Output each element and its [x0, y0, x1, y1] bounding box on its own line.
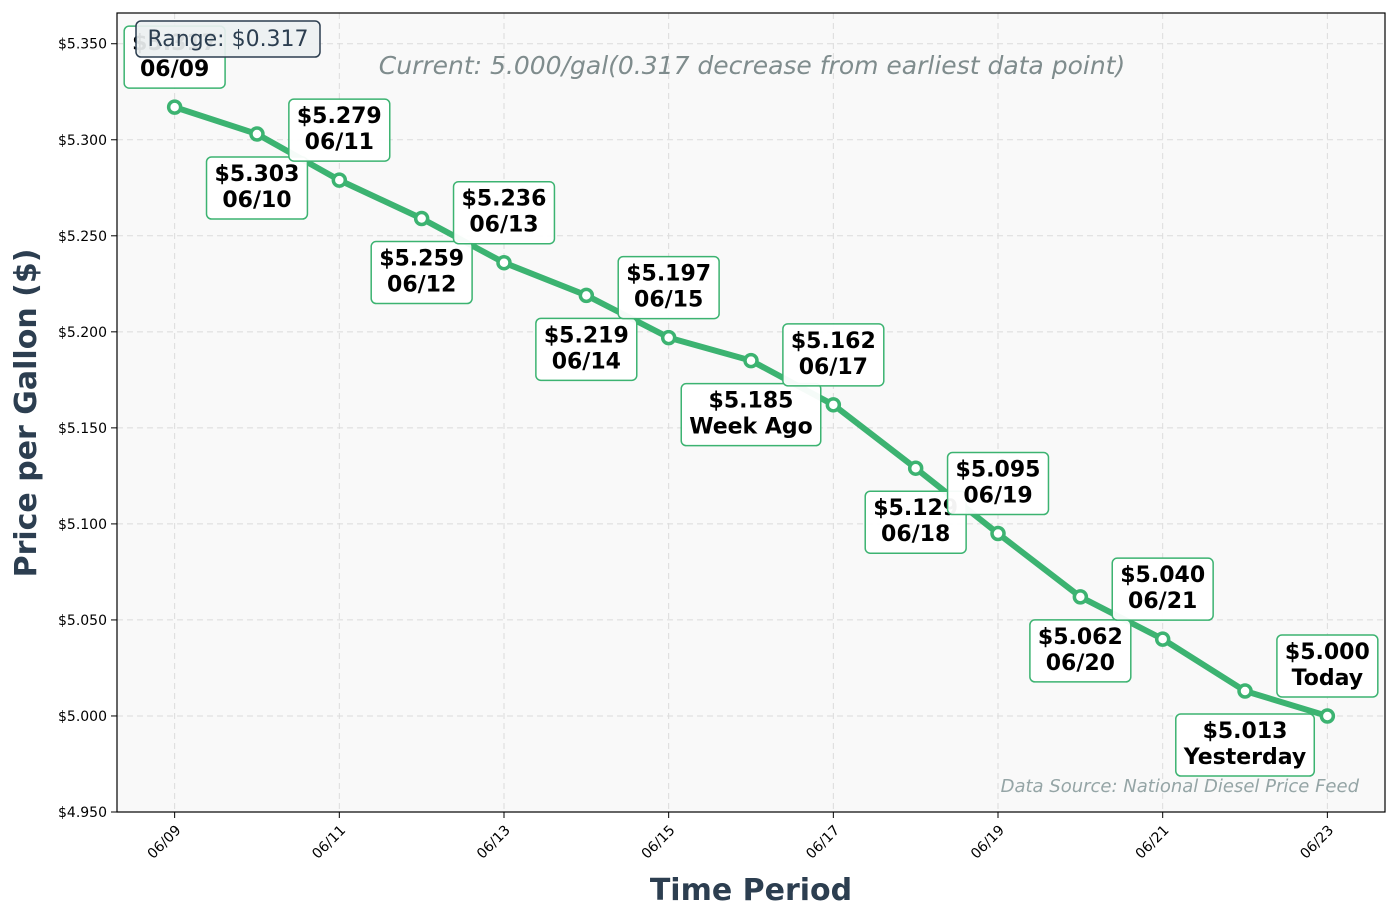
data-point [496, 254, 512, 271]
data-point [990, 525, 1006, 542]
point-label-date: Yesterday [1183, 745, 1306, 770]
point-label-date: 06/09 [140, 57, 209, 82]
data-point [413, 210, 430, 227]
point-label-price: $5.000 [1285, 640, 1370, 665]
x-tick-label: 06/19 [968, 823, 1008, 863]
grid-lines [117, 13, 1385, 813]
point-label-date: Week Ago [689, 415, 813, 440]
data-point [578, 287, 595, 304]
point-label-date: 06/10 [222, 188, 291, 213]
data-points [166, 99, 1336, 724]
data-point [1237, 683, 1253, 699]
point-label-price: $5.303 [215, 162, 300, 187]
data-point [825, 397, 842, 413]
y-tick-label: $5.350 [58, 37, 107, 53]
y-tick-label: $5.100 [58, 517, 107, 533]
data-source-note: Data Source: National Diesel Price Feed [1001, 776, 1360, 797]
point-label-date: 06/12 [387, 273, 456, 298]
point-label-date: 06/20 [1046, 651, 1115, 676]
data-point [166, 99, 183, 115]
point-label-price: $5.185 [709, 389, 794, 414]
data-point [1319, 708, 1336, 724]
point-label-date: 06/15 [634, 288, 703, 313]
range-box: Range: $0.317 [135, 20, 321, 58]
point-label-date: 06/11 [305, 130, 374, 155]
x-tick-label: 06/11 [309, 823, 349, 863]
data-point [331, 172, 348, 188]
range-text: Range: $0.317 [147, 27, 308, 52]
x-tick-label: 06/21 [1133, 823, 1173, 863]
x-tick-label: 06/23 [1297, 823, 1337, 863]
y-tick-label: $5.000 [58, 709, 107, 725]
point-label-date: 06/19 [963, 484, 1032, 509]
point-label-date: 06/14 [552, 349, 621, 374]
point-label-price: $5.197 [626, 262, 711, 287]
y-tick-label: $5.200 [58, 325, 107, 341]
point-label-date: 06/18 [881, 522, 950, 547]
point-label-date: 06/13 [469, 213, 538, 238]
point-label-price: $5.062 [1038, 625, 1123, 650]
point-label-price: $5.040 [1120, 563, 1205, 588]
point-label-date: 06/21 [1128, 589, 1197, 614]
x-tick-label: 06/15 [639, 823, 679, 863]
point-label-price: $5.236 [462, 187, 547, 212]
data-point [660, 329, 677, 346]
point-label-price: $5.095 [956, 458, 1041, 483]
x-axis: 06/09 06/11 06/13 06/15 06/17 06/19 06/21 06/23 [145, 812, 1337, 863]
y-tick-label: $5.250 [58, 229, 107, 245]
point-label-price: $5.162 [791, 329, 876, 354]
data-point [1154, 631, 1171, 647]
point-label-date: Today [1292, 666, 1363, 691]
point-label-price: $5.279 [297, 104, 382, 129]
plot-frame [116, 12, 1386, 813]
y-axis: $4.950 $5.000 $5.050 $5.100 $5.150 $5.200 $5.2… [58, 37, 117, 821]
y-tick-label: $5.150 [58, 421, 107, 437]
point-label-date: 06/17 [799, 355, 868, 380]
point-label-price: $5.129 [873, 496, 958, 521]
point-label-price: $5.219 [544, 323, 629, 348]
data-point [249, 126, 265, 142]
x-tick-label: 06/17 [803, 823, 843, 863]
point-labels: $5.31706/09$5.30306/10$5.27906/11$5.2590… [123, 25, 1379, 777]
data-point [1072, 589, 1089, 605]
x-tick-label: 06/13 [474, 823, 514, 863]
y-tick-label: $5.050 [58, 613, 107, 629]
y-tick-label: $4.950 [58, 805, 107, 821]
point-label-price: $5.259 [379, 247, 464, 272]
x-tick-label: 06/09 [145, 823, 185, 863]
chart-subtitle: Current: 5.000/gal(0.317 decrease from e… [379, 51, 1125, 80]
point-label-price: $5.013 [1203, 719, 1288, 744]
y-axis-title: Price per Gallon ($) [9, 249, 44, 578]
data-point [907, 460, 924, 476]
y-tick-label: $5.300 [58, 133, 107, 149]
data-point [743, 352, 759, 369]
x-axis-title: Time Period [650, 873, 852, 908]
